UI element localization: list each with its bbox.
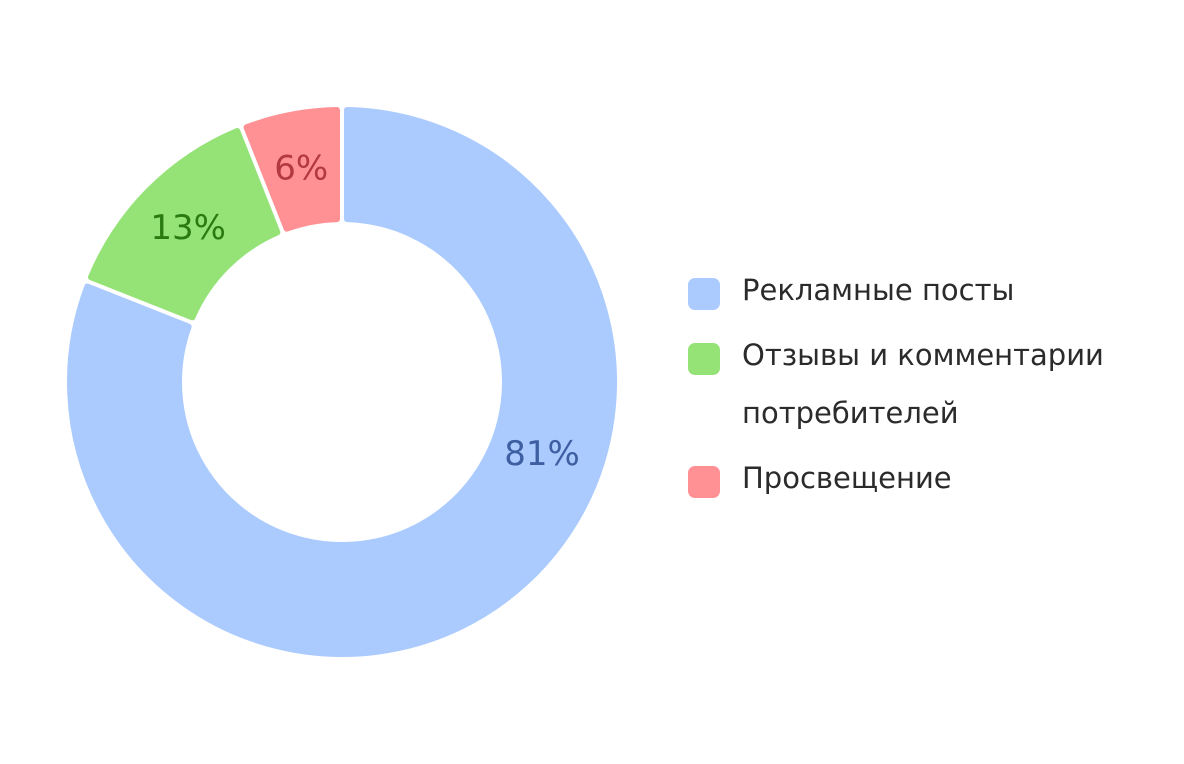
slice-label-education: 6% (274, 148, 328, 188)
slices-group (67, 107, 617, 657)
legend-swatch-reviews (688, 343, 720, 375)
slice-ads (67, 107, 617, 657)
slice-education (243, 107, 341, 232)
legend-label-ads: Рекламные посты (742, 273, 1015, 307)
slice-label-reviews: 13% (150, 208, 226, 248)
legend-label-reviews: Отзывы и комментарии потребителей (742, 338, 1104, 430)
legend-swatch-education (688, 466, 720, 498)
slice-labels-group: 81% 13% 6% (150, 148, 579, 474)
legend-item-education: Просвещение (688, 461, 1168, 507)
legend: Рекламные посты Отзывы и комментарии пот… (688, 273, 1168, 527)
legend-swatch-ads (688, 278, 720, 310)
legend-item-reviews: Отзывы и комментарии потребителей (688, 338, 1168, 442)
slice-reviews (87, 127, 281, 321)
legend-item-ads: Рекламные посты (688, 273, 1168, 319)
slice-label-ads: 81% (504, 434, 580, 474)
legend-label-education: Просвещение (742, 461, 952, 495)
